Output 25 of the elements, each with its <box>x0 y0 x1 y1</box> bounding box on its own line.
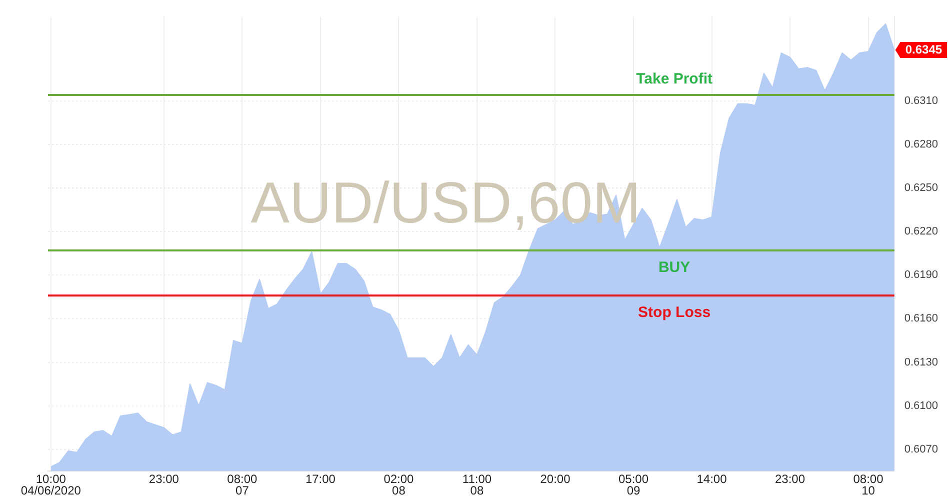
y-tick-label: 0.6160 <box>904 312 938 325</box>
x-tick-label: 23:00 <box>774 472 806 486</box>
y-tick-label: 0.6130 <box>904 356 938 368</box>
annotation: 0.6345 <box>905 42 942 56</box>
x-tick-label: 05:00 09 <box>618 472 649 498</box>
text: AUD/USD,60M <box>250 170 641 236</box>
y-tick-label: 0.6100 <box>904 400 938 412</box>
y-tick-label: 0.6280 <box>904 138 938 150</box>
x-tick-label: 10:00 04/06/2020 <box>20 472 82 498</box>
x-tick-label: 08:00 10 <box>853 472 884 498</box>
ref-line-label: Stop Loss <box>638 304 711 322</box>
y-tick-label: 0.6070 <box>904 443 938 456</box>
x-tick-label: 17:00 <box>305 472 336 486</box>
x-tick-label: 08:00 07 <box>227 472 258 498</box>
x-tick-label: 02:00 08 <box>384 472 414 498</box>
ref-line-label: BUY <box>658 259 690 276</box>
y-tick-label: 0.6220 <box>904 226 938 238</box>
x-tick-label: 11:00 08 <box>462 472 492 498</box>
x-tick-label: 14:00 <box>696 472 728 486</box>
x-tick-label: 23:00 <box>148 472 180 486</box>
y-tick-label: 0.6190 <box>904 269 938 282</box>
ref-line-label: Take Profit <box>636 70 713 88</box>
y-tick-label: 0.6310 <box>904 94 938 107</box>
y-tick-label: 0.6250 <box>904 182 938 194</box>
x-tick-label: 20:00 <box>540 472 571 486</box>
